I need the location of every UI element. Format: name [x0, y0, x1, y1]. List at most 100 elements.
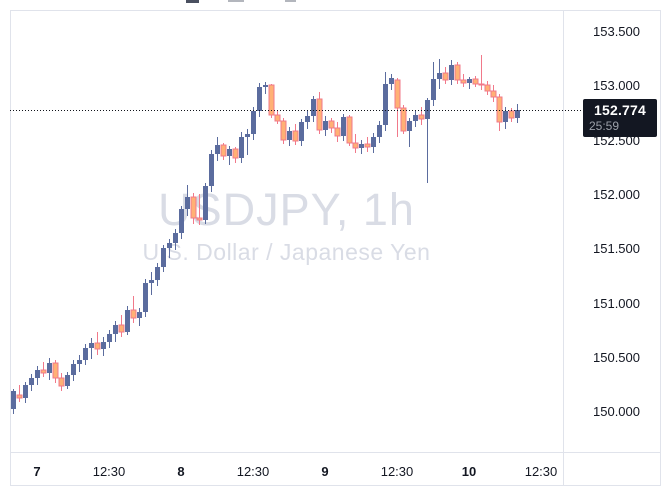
chart-border-bottom: [10, 485, 661, 486]
candle-body-up: [29, 378, 34, 385]
candle-body-up: [341, 117, 346, 136]
time-axis-label: 7: [33, 464, 41, 479]
candle-body-up: [323, 121, 328, 130]
candle-body-down: [196, 217, 203, 221]
time-axis-label: 10: [461, 464, 477, 479]
candle-body-up: [377, 125, 382, 137]
time-axis-label: 12:30: [380, 464, 414, 479]
symbol-watermark-title: USDJPY, 1h: [158, 184, 415, 235]
candle-body-up: [503, 111, 508, 122]
price-axis-border[interactable]: [563, 10, 564, 486]
candle-body-down: [40, 369, 47, 374]
candle-body-down: [478, 83, 485, 86]
candle-body-up: [11, 391, 16, 409]
price-axis-label: 152.500: [593, 133, 640, 148]
candle-body-up: [287, 131, 292, 140]
candle-body-up: [263, 85, 268, 87]
candle-body-down: [220, 144, 227, 157]
clipped-toolbar-text-fragment: [228, 0, 244, 2]
candle-body-down: [460, 79, 467, 84]
candle-body-up: [437, 73, 442, 79]
candle-body-up: [113, 325, 118, 334]
time-axis-label: 12:30: [92, 464, 126, 479]
candle-body-up: [155, 267, 160, 280]
time-axis-label: 8: [177, 464, 185, 479]
candle-body-up: [425, 100, 430, 119]
candle-body-up: [215, 145, 220, 154]
candle-body-up: [257, 87, 262, 111]
time-axis-label: 12:30: [236, 464, 270, 479]
candle-body-up: [389, 78, 394, 84]
candle-body-down: [130, 309, 137, 319]
bar-countdown: 25:59: [589, 119, 620, 133]
chart-border-right: [660, 10, 661, 486]
candle-body-up: [203, 186, 208, 220]
candle-body-up: [227, 149, 232, 156]
price-axis-label: 153.500: [593, 24, 640, 39]
candle-body-down: [454, 64, 461, 81]
candle-body-down: [394, 79, 401, 109]
candle-body-up: [47, 363, 52, 373]
candle-body-up: [143, 283, 148, 312]
candle-body-up: [383, 84, 388, 125]
candle-body-down: [292, 130, 299, 142]
candle-body-down: [52, 362, 59, 379]
candle-body-up: [299, 122, 304, 141]
candle-body-down: [94, 342, 101, 350]
candle-body-up: [371, 137, 376, 147]
symbol-watermark-subtitle: U.S. Dollar / Japanese Yen: [142, 239, 431, 265]
time-axis-label: 9: [321, 464, 329, 479]
candle-body-up: [23, 385, 28, 398]
last-price-badge: 152.774 25:59: [583, 99, 657, 137]
candle-body-down: [352, 142, 359, 149]
time-axis-border: [10, 452, 661, 453]
price-axis-label: 151.000: [593, 296, 640, 311]
candle-body-down: [58, 377, 65, 387]
candle-body-up: [515, 110, 520, 118]
price-axis-label: 150.000: [593, 404, 640, 419]
candle-body-up: [77, 360, 82, 364]
candle-body-up: [359, 144, 364, 148]
candle-body-up: [413, 115, 418, 121]
candle-body-down: [232, 148, 239, 159]
candle-body-up: [173, 233, 178, 243]
candle-body-up: [467, 79, 472, 83]
candle-body-up: [311, 99, 316, 116]
time-axis-label: 12:30: [524, 464, 558, 479]
candle-body-up: [149, 280, 154, 283]
price-axis-label: 151.500: [593, 241, 640, 256]
clipped-toolbar-text-fragment: [186, 0, 199, 3]
candle-body-up: [137, 312, 142, 318]
candle-body-down: [472, 78, 479, 85]
candle-body-down: [490, 90, 497, 98]
candle-body-up: [407, 121, 412, 131]
price-axis-label: 153.000: [593, 78, 640, 93]
candle-body-up: [239, 137, 244, 158]
candle-body-down: [346, 116, 353, 144]
candle-body-down: [274, 114, 281, 122]
candle-body-down: [118, 324, 125, 333]
candle-body-down: [508, 110, 515, 119]
price-axis-label: 152.000: [593, 187, 640, 202]
candle-body-up: [101, 342, 106, 349]
candle-body-down: [316, 98, 323, 131]
candle-body-up: [107, 334, 112, 342]
candle-body-down: [496, 96, 503, 123]
candle-body-down: [484, 84, 491, 92]
candle-body-down: [268, 84, 275, 116]
candle-body-up: [161, 248, 166, 267]
last-price-value: 152.774: [593, 102, 646, 118]
price-axis-label: 150.500: [593, 350, 640, 365]
candle-body-up: [305, 116, 310, 122]
candle-body-up: [179, 209, 184, 233]
candle-body-up: [125, 310, 130, 332]
candle-body-down: [280, 120, 287, 141]
candle-body-down: [190, 196, 197, 219]
candle-body-up: [251, 111, 256, 134]
candle-body-up: [89, 343, 94, 348]
candle-body-down: [16, 394, 23, 399]
last-price-line: [10, 110, 583, 111]
candle-body-up: [431, 79, 436, 100]
